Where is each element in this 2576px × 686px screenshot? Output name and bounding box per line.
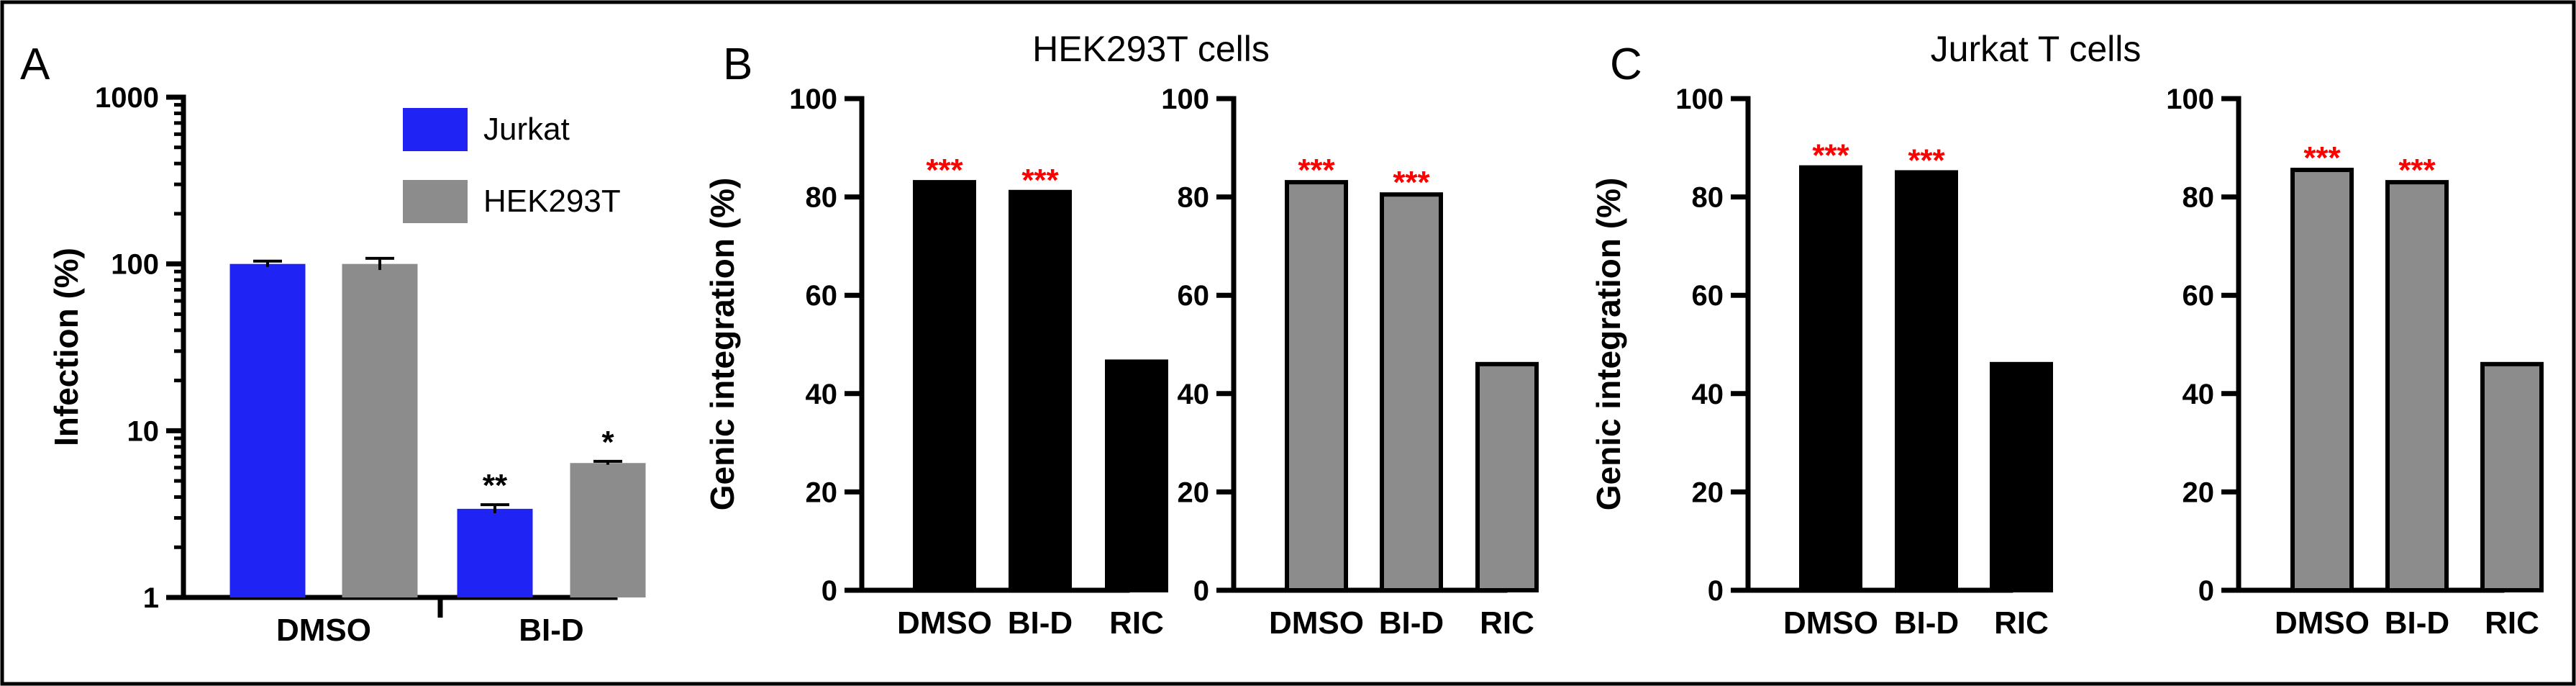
y-tick-label-c3: 40 [1692, 379, 1724, 410]
panel-letter-b: B [723, 40, 752, 89]
y-tick-label-c2: 40 [1178, 379, 1210, 410]
y-tick-label-c3: 0 [1708, 575, 1724, 607]
y-tick-label-c4: 60 [2183, 280, 2215, 312]
y-tick-label-c3: 100 [1675, 84, 1724, 115]
y-tick-label-c1: 0 [822, 575, 837, 607]
chart-title-b: HEK293T cells [1032, 29, 1270, 69]
bar-c3-bi-d [1895, 170, 1958, 592]
x-category-label-c2: RIC [1480, 605, 1534, 641]
y-tick-label-c4: 40 [2183, 379, 2215, 410]
panel-letter-c: C [1610, 40, 1642, 89]
y-tick-label-c1: 60 [806, 280, 838, 312]
bar-c1-ric [1105, 359, 1168, 592]
bar-c4-bi-d [2385, 180, 2449, 593]
x-category-label-c4: DMSO [2275, 605, 2370, 641]
panel-letter-a: A [20, 40, 50, 89]
chart-title-c: Jurkat T cells [1931, 29, 2142, 69]
y-tick-label-c2: 60 [1178, 280, 1210, 312]
y-tick-label-c4: 20 [2183, 477, 2215, 508]
x-category-label-a: BI-D [519, 613, 583, 648]
x-category-label-c3: BI-D [1894, 605, 1959, 641]
y-tick-label-c3: 80 [1692, 182, 1724, 214]
y-tick-label-c4: 80 [2183, 182, 2215, 214]
y-tick-label-a: 10 [127, 415, 160, 447]
bar-a-hek293t-bi-d [570, 463, 646, 597]
significance-c2: *** [1393, 165, 1430, 200]
significance-c4: *** [2303, 140, 2341, 176]
significance-c2: *** [1298, 153, 1335, 188]
bar-c4-dmso [2290, 168, 2354, 593]
bar-a-jurkat-bi-d [457, 508, 533, 597]
x-category-label-c1: DMSO [897, 605, 992, 641]
x-category-label-c4: BI-D [2385, 605, 2449, 641]
bar-c2-bi-d [1380, 192, 1443, 592]
bar-a-jurkat-dmso [229, 263, 306, 597]
legend-swatch-a [403, 108, 468, 151]
bar-c1-dmso [913, 180, 976, 593]
y-tick-label-a: 1 [143, 582, 159, 614]
y-axis-title-a: Infection (%) [47, 248, 85, 446]
x-category-label-c2: DMSO [1269, 605, 1364, 641]
y-tick-label-c1: 40 [806, 379, 838, 410]
y-tick-label-a: 1000 [95, 82, 159, 114]
y-tick-label-c3: 60 [1692, 280, 1724, 312]
x-category-label-a: DMSO [276, 613, 371, 648]
significance-c1: *** [1021, 163, 1059, 198]
significance-a: * [601, 425, 614, 460]
y-tick-label-c4: 100 [2166, 84, 2214, 115]
significance-c1: *** [926, 153, 963, 188]
significance-c4: *** [2398, 153, 2436, 188]
legend-label-a: HEK293T [483, 184, 621, 219]
x-category-label-c1: BI-D [1008, 605, 1073, 641]
y-axis-title-c3: Genic integration (%) [1590, 178, 1627, 511]
bar-c1-bi-d [1009, 189, 1072, 592]
significance-c3: *** [1812, 138, 1849, 173]
x-category-label-c3: DMSO [1783, 605, 1878, 641]
bar-a-hek293t-dmso [342, 263, 418, 597]
y-tick-label-c1: 100 [789, 84, 837, 115]
y-tick-label-c2: 20 [1178, 477, 1210, 508]
x-category-label-c4: RIC [2485, 605, 2539, 641]
y-tick-label-a: 100 [111, 249, 159, 281]
y-tick-label-c2: 80 [1178, 182, 1210, 214]
y-tick-label-c2: 100 [1161, 84, 1209, 115]
y-tick-label-c2: 0 [1193, 575, 1209, 607]
y-tick-label-c1: 80 [806, 182, 838, 214]
x-category-label-c1: RIC [1109, 605, 1164, 641]
significance-c3: *** [1908, 143, 1945, 178]
significance-a: ** [483, 468, 508, 503]
legend-swatch-a [403, 180, 468, 223]
bar-c2-dmso [1285, 180, 1348, 593]
y-axis-title-c1: Genic integration (%) [704, 178, 741, 511]
legend-label-a: Jurkat [483, 112, 570, 147]
bar-c4-ric [2480, 361, 2544, 592]
y-tick-label-c4: 0 [2198, 575, 2214, 607]
bar-c3-dmso [1799, 165, 1862, 592]
x-category-label-c3: RIC [1994, 605, 2049, 641]
x-category-label-c2: BI-D [1379, 605, 1444, 641]
bar-c3-ric [1990, 361, 2053, 592]
y-tick-label-c3: 20 [1692, 477, 1724, 508]
bar-c2-ric [1475, 361, 1539, 592]
y-tick-label-c1: 20 [806, 477, 838, 508]
